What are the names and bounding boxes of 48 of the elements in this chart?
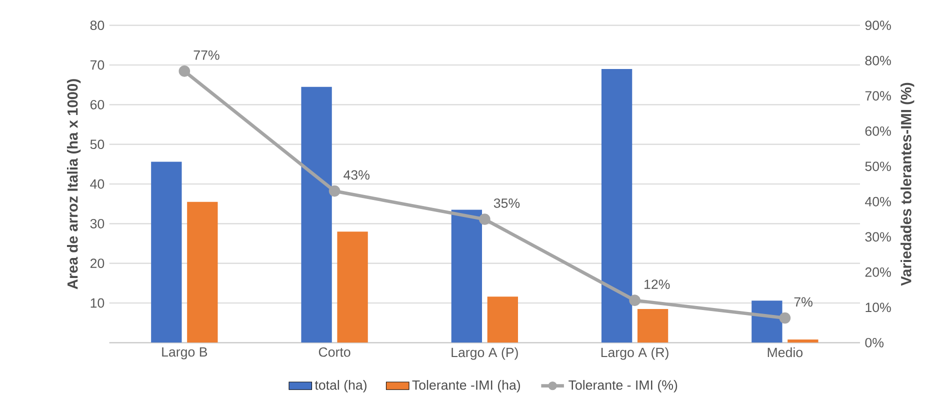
data-label: 7%: [794, 297, 812, 307]
x-tick-label: Largo A (P): [452, 348, 518, 360]
legend-label: Tolerante -IMI (ha): [412, 380, 520, 393]
point: [629, 294, 640, 306]
y2-tick-label: 80%: [865, 56, 891, 66]
bar: [151, 162, 182, 343]
y2-tick-label: 50%: [865, 162, 891, 172]
bar: [601, 69, 632, 343]
bar: [451, 210, 482, 343]
bar: [187, 202, 218, 343]
bar: [337, 232, 368, 343]
data-label: 43%: [344, 170, 370, 180]
y-tick-label: 70: [90, 60, 104, 70]
bar: [637, 309, 668, 343]
y2-tick-label: 70%: [865, 91, 891, 101]
x-tick-label: Medio: [768, 348, 803, 358]
legend-label: Tolerante - IMI (%): [568, 380, 678, 393]
y-tick-label: 50: [90, 140, 104, 150]
y-tick-label: 30: [90, 219, 104, 229]
data-label: 12%: [644, 280, 670, 290]
point: [479, 214, 490, 226]
point: [328, 186, 340, 197]
bar: [487, 296, 518, 343]
y-axis-title: Area de arroz Italia (ha x 1000): [66, 79, 81, 290]
y2-tick-label: 10%: [866, 302, 891, 312]
y2-tick-label: 20%: [865, 268, 891, 278]
bar: [788, 340, 818, 343]
y2-tick-label: 30%: [865, 232, 891, 242]
y-tick-label: 80: [90, 20, 104, 30]
y-tick-label: 60: [90, 100, 104, 110]
y2-axis-title: Variedades tolerantes-IMI (%): [900, 83, 914, 286]
bar: [301, 87, 332, 343]
data-label: 35%: [494, 198, 520, 208]
x-tick-label: Largo A (R): [601, 348, 668, 360]
x-tick-label: Largo B: [162, 348, 208, 360]
y2-tick-label: 40%: [865, 197, 891, 207]
y2-tick-label: 0%: [865, 338, 884, 348]
y-tick-label: 20: [90, 258, 104, 268]
y2-tick-label: 60%: [865, 126, 891, 136]
bar: [752, 300, 782, 343]
y-tick-label: 10: [90, 298, 104, 308]
y-tick-label: 40: [90, 179, 104, 189]
data-label: 77%: [194, 50, 220, 60]
point: [779, 312, 791, 324]
point: [178, 66, 190, 78]
legend-label: total (ha): [314, 380, 366, 393]
x-tick-label: Corto: [318, 348, 350, 357]
y2-tick-label: 90%: [865, 20, 891, 30]
